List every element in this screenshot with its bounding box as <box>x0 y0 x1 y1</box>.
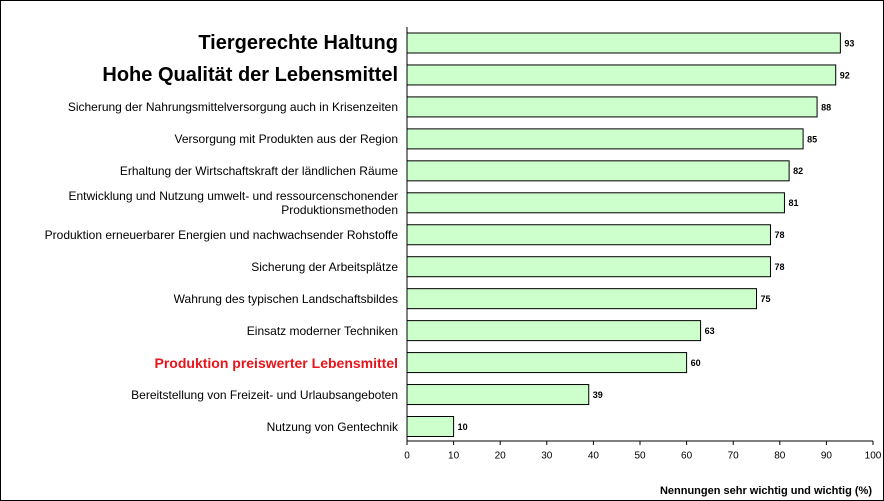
value-label: 81 <box>788 198 798 208</box>
value-label: 82 <box>793 166 803 176</box>
bar <box>406 32 841 54</box>
x-axis-title: Nennungen sehr wichtig und wichtig (%) <box>659 485 872 497</box>
x-tick-label: 10 <box>448 451 460 462</box>
x-tick-label: 40 <box>588 451 600 462</box>
value-label: 78 <box>774 262 784 272</box>
category-label: Tiergerechte Haltung <box>198 32 398 54</box>
x-tick-label: 90 <box>821 451 833 462</box>
category-label: Sicherung der Arbeitsplätze <box>251 259 398 274</box>
category-label: Bereitstellung von Freizeit- und Urlaubs… <box>131 387 398 402</box>
x-tick-label: 60 <box>681 451 693 462</box>
bar <box>406 288 757 310</box>
category-label: Wahrung des typischen Landschaftsbildes <box>173 291 398 306</box>
category-label: Versorgung mit Produkten aus der Region <box>174 131 398 146</box>
bar <box>406 256 771 278</box>
value-label: 10 <box>458 422 468 432</box>
value-label: 60 <box>691 358 701 368</box>
bar <box>406 128 804 150</box>
x-tick-label: 70 <box>728 451 740 462</box>
value-label: 92 <box>840 70 850 80</box>
value-label: 88 <box>821 102 831 112</box>
category-label: Entwicklung und Nutzung umwelt- und ress… <box>68 188 398 217</box>
bar <box>406 192 785 214</box>
value-label: 78 <box>774 230 784 240</box>
bar <box>406 64 837 86</box>
x-tick-label: 100 <box>865 451 882 462</box>
bar <box>406 320 702 342</box>
category-label: Nutzung von Gentechnik <box>266 419 398 434</box>
bar <box>406 224 771 246</box>
x-tick-label: 20 <box>495 451 507 462</box>
bar <box>406 352 688 374</box>
value-label: 75 <box>761 294 771 304</box>
x-tick-label: 80 <box>774 451 786 462</box>
category-label: Erhaltung der Wirtschaftskraft der ländl… <box>119 163 398 178</box>
category-label: Sicherung der Nahrungsmittelversorgung a… <box>67 99 398 114</box>
category-label: Einsatz moderner Techniken <box>246 323 398 338</box>
bar <box>406 416 455 437</box>
category-label: Produktion erneuerbarer Energien und nac… <box>44 227 398 242</box>
value-label: 63 <box>705 326 715 336</box>
category-label: Produktion preiswerter Lebensmittel <box>154 354 399 371</box>
bar <box>406 160 790 182</box>
x-tick-label: 0 <box>404 451 410 462</box>
x-tick-label: 30 <box>541 451 553 462</box>
bar <box>406 96 818 118</box>
value-label: 93 <box>844 38 854 48</box>
bar <box>406 384 590 406</box>
value-label: 39 <box>593 390 603 400</box>
category-label: Hohe Qualität der Lebensmittel <box>102 63 398 86</box>
x-tick-label: 50 <box>634 451 646 462</box>
value-label: 85 <box>807 134 817 144</box>
